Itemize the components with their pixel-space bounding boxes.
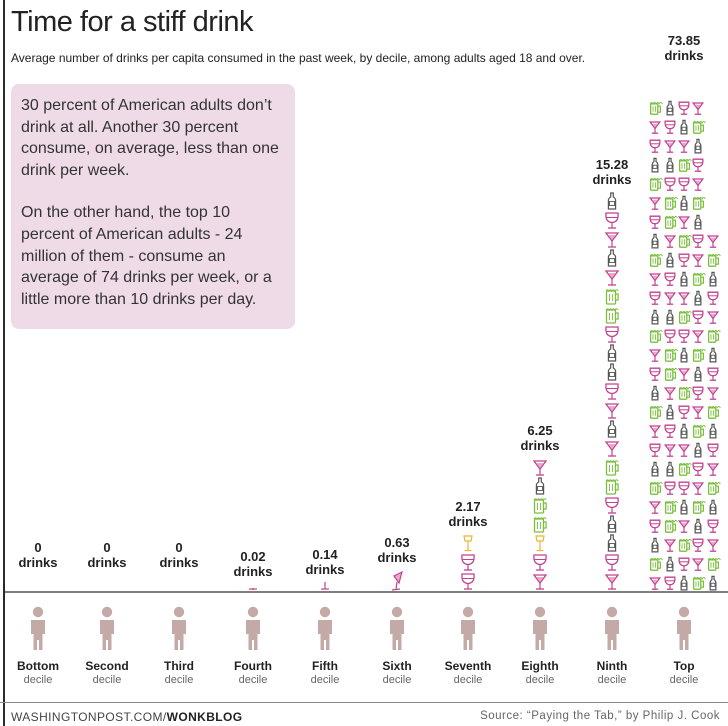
- value-label: 0: [34, 540, 41, 555]
- value-unit-label: drinks: [520, 438, 559, 453]
- value-label: 0.02: [240, 549, 265, 564]
- left-rule: [3, 0, 5, 726]
- person-icon: [461, 606, 475, 650]
- category-label: Third: [164, 659, 194, 673]
- annotation-box: 30 percent of American adults don’t drin…: [11, 84, 295, 329]
- person-icon: [100, 606, 114, 650]
- person-icon: [172, 606, 186, 650]
- value-unit-label: drinks: [664, 48, 703, 63]
- footer-divider: [0, 702, 728, 703]
- category-label: Bottom: [17, 659, 59, 673]
- footer-brand: WONKBLOG: [166, 710, 243, 724]
- person-icon: [533, 606, 547, 650]
- category-sublabel: decile: [93, 674, 122, 686]
- value-unit-label: drinks: [448, 514, 487, 529]
- value-label: 6.25: [527, 423, 552, 438]
- value-label: 0: [175, 540, 182, 555]
- person-icon: [31, 606, 45, 650]
- category-sublabel: decile: [526, 674, 555, 686]
- drink-bar: [249, 588, 257, 590]
- chart-title: Time for a stiff drink: [11, 6, 254, 38]
- person-icon: [605, 606, 619, 650]
- category-label: Fourth: [234, 659, 272, 673]
- value-label: 0.63: [384, 535, 409, 550]
- value-unit-label: drinks: [159, 555, 198, 570]
- value-unit-label: drinks: [18, 555, 57, 570]
- category-label: Second: [85, 659, 128, 673]
- value-unit-label: drinks: [233, 564, 272, 579]
- person-icon: [246, 606, 260, 650]
- value-label: 73.85: [668, 33, 701, 48]
- value-label: 0: [103, 540, 110, 555]
- value-unit-label: drinks: [377, 550, 416, 565]
- value-unit-label: drinks: [87, 555, 126, 570]
- category-sublabel: decile: [24, 674, 53, 686]
- chart-subtitle: Average number of drinks per capita cons…: [11, 51, 586, 65]
- category-label: Top: [673, 659, 694, 673]
- category-label: Sixth: [382, 659, 411, 673]
- category-label: Ninth: [597, 659, 628, 673]
- annotation-paragraph-1: 30 percent of American adults don’t drin…: [21, 97, 279, 179]
- category-label: Seventh: [445, 659, 492, 673]
- footer-credit: WASHINGTONPOST.COM/WONKBLOG: [11, 710, 242, 724]
- category-sublabel: decile: [311, 674, 340, 686]
- footer-site: WASHINGTONPOST.COM/: [11, 710, 167, 724]
- drink-bar: [321, 582, 329, 590]
- category-sublabel: decile: [239, 674, 268, 686]
- category-sublabel: decile: [165, 674, 194, 686]
- value-label: 0.14: [312, 547, 338, 562]
- value-unit-label: drinks: [592, 172, 631, 187]
- person-icon: [318, 606, 332, 650]
- footer-source: Source: “Paying the Tab,” by Philip J. C…: [480, 710, 720, 722]
- person-icon: [677, 606, 691, 650]
- category-sublabel: decile: [454, 674, 483, 686]
- annotation-paragraph-2: On the other hand, the top 10 percent of…: [21, 204, 272, 308]
- value-unit-label: drinks: [305, 562, 344, 577]
- person-icon: [390, 606, 404, 650]
- category-sublabel: decile: [598, 674, 627, 686]
- drink-bar: [391, 570, 403, 591]
- category-sublabel: decile: [383, 674, 412, 686]
- value-label: 15.28: [596, 157, 629, 172]
- category-label: Fifth: [312, 659, 338, 673]
- category-sublabel: decile: [670, 674, 699, 686]
- value-label: 2.17: [455, 499, 480, 514]
- drink-bar: [532, 460, 548, 590]
- drink-bar: [648, 100, 721, 591]
- category-label: Eighth: [521, 659, 558, 673]
- drink-bar: [461, 535, 475, 590]
- drink-bar: [604, 192, 620, 590]
